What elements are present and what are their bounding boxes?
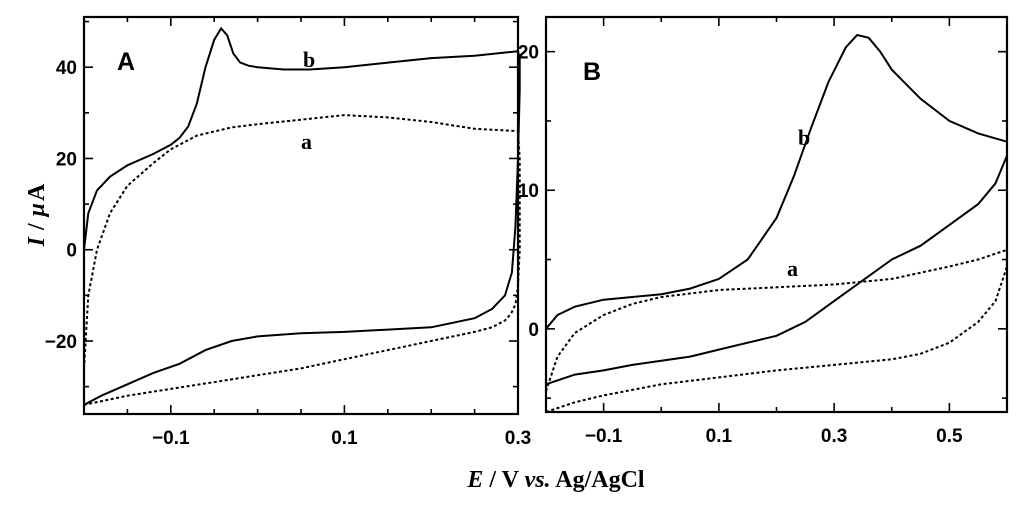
panel-b-xtick-label: 0.5 (936, 426, 963, 447)
panel-a-xtick-label: 0.3 (505, 428, 531, 449)
panel-a-curve-a-label: a (301, 129, 312, 154)
x-axis-label: E / V vs. Ag/AgCl (466, 467, 644, 493)
panel-b-letter: B (583, 58, 601, 86)
panel-b-xtick-label: 0.1 (706, 426, 733, 447)
panel-b-curve-b (545, 33, 1008, 386)
panel-b: −0.1 0.1 0.3 0.5 0 10 20 b a B (518, 15, 1009, 447)
panel-b-curve-b-label: b (798, 125, 810, 150)
panel-b-ytick-label: 10 (518, 181, 539, 202)
panel-a-xtick-label: −0.1 (152, 428, 190, 449)
panel-a-curve-a (83, 114, 521, 406)
panel-b-curve-a (545, 248, 1008, 413)
panel-a-ytick-label: 0 (66, 241, 77, 262)
panel-a-curve-b (83, 26, 521, 406)
panel-a-frame (82, 15, 520, 416)
panel-b-ytick-label: 0 (528, 320, 539, 341)
panel-a-ytick-label: 20 (56, 149, 77, 170)
panel-a-xtick-label: 0.1 (331, 428, 358, 449)
panel-a-curve-b-label: b (303, 47, 315, 72)
panel-b-curve-a-label: a (787, 256, 798, 281)
panel-b-xtick-label: −0.1 (585, 426, 623, 447)
panel-b-frame (544, 15, 1009, 414)
panel-a-letter: A (117, 48, 135, 76)
panel-a-ytick-label: −20 (45, 332, 77, 353)
panel-b-ytick-label: 20 (518, 43, 539, 64)
panel-a: −0.1 0.1 0.3 −20 0 20 40 b a A (45, 15, 531, 449)
panel-a-ytick-label: 40 (56, 58, 77, 79)
y-axis-label: I/μA (24, 183, 50, 247)
panel-b-xtick-label: 0.3 (821, 426, 847, 447)
